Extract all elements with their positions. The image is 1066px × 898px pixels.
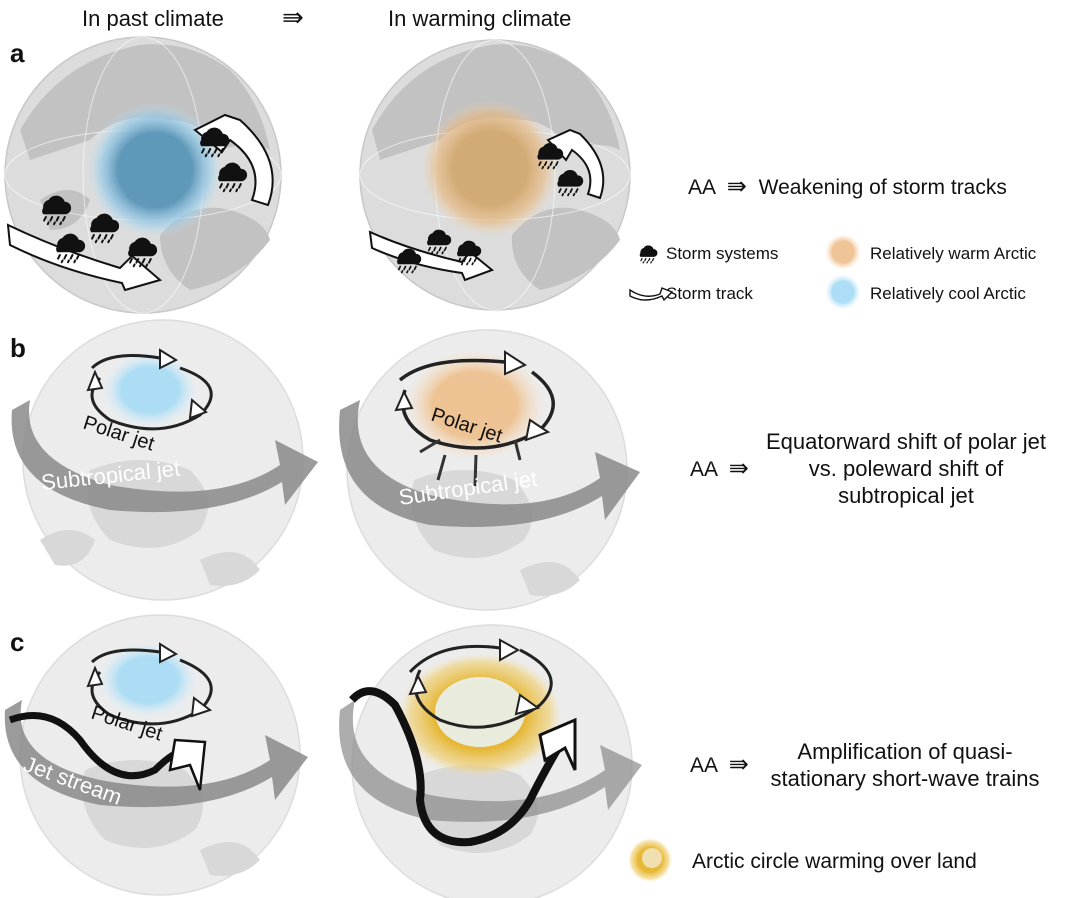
legend-storm-systems: Storm systems (666, 244, 779, 263)
panel-b-result-line1: Equatorward shift of polar jet (765, 429, 1047, 454)
polar-jet-arrow (90, 658, 213, 726)
header-past-climate: In past climate (82, 6, 224, 31)
legend-warm-swatch (825, 234, 861, 270)
legend-storm-track-icon (629, 287, 674, 302)
storm-track-arrow (6, 223, 163, 292)
panel-b-result: Equatorward shift of polar jet vs. polew… (756, 428, 1056, 509)
polar-jet-arrow (90, 366, 213, 431)
panel-c-label: c (10, 627, 25, 657)
legend-warm-arctic: Relatively warm Arctic (870, 244, 1037, 263)
panel-b-result-line3: subtropical jet (838, 483, 974, 508)
polar-jet-arrow (414, 648, 553, 729)
panel-a-result: Weakening of storm tracks (758, 176, 1007, 199)
legend-storm-icon (639, 244, 658, 264)
jet-stream-band (4, 700, 308, 808)
aa-label: AA (690, 754, 717, 777)
panel-c-result-line2: stationary short-wave trains (770, 766, 1040, 791)
panel-c-result: Amplification of quasi- stationary short… (750, 738, 1060, 792)
polar-jet-arrow (401, 370, 555, 450)
panel-b-label: b (10, 333, 26, 363)
globe-warming-b (346, 329, 628, 611)
legend-storm-track: Storm track (666, 284, 753, 303)
legend-cool-swatch (825, 274, 861, 310)
jet-shift-arrows (419, 438, 522, 487)
aa-label: AA (688, 176, 715, 199)
header-warming-climate: In warming climate (388, 6, 572, 31)
panel-c-aa: AA ⇛ (690, 750, 749, 779)
globe-warming-c (351, 624, 633, 898)
subtropical-jet-band (11, 400, 318, 513)
storm-track-arrow (368, 230, 494, 282)
storm-track-arrow (546, 128, 605, 200)
implies-arrow: ⇛ (728, 751, 749, 778)
jet-stream-band (339, 700, 642, 822)
wavy-jet-stream (349, 687, 564, 847)
subtropical-jet-band (339, 400, 640, 528)
implies-arrow: ⇛ (726, 173, 747, 200)
panel-a-label: a (10, 38, 25, 68)
legend-arctic-land: Arctic circle warming over land (692, 850, 977, 873)
panel-a-caption: AA ⇛ Weakening of storm tracks (688, 172, 1007, 201)
implies-arrow: ⇛ (728, 455, 749, 482)
panel-b-aa: AA ⇛ (690, 454, 749, 483)
cool-arctic-region (87, 102, 223, 238)
panel-c-result-line1: Amplification of quasi- (797, 739, 1013, 764)
warm-arctic-region (422, 100, 558, 236)
aa-label: AA (690, 458, 717, 481)
header-arrow: ⇛ (282, 2, 304, 32)
panel-b-result-line2: vs. poleward shift of (808, 456, 1004, 481)
legend-cool-arctic: Relatively cool Arctic (870, 284, 1026, 303)
